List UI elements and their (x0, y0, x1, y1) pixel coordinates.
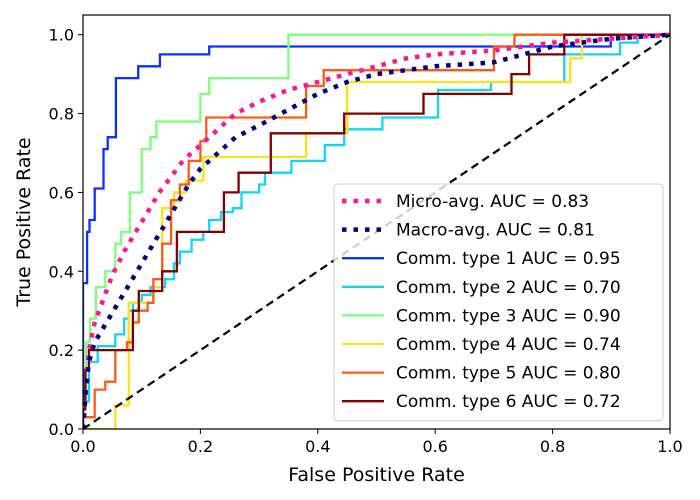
legend-label: Macro-avg. AUC = 0.81 (396, 221, 595, 241)
plot-frame (82, 14, 671, 430)
x-tick-label: 0.2 (188, 437, 213, 456)
y-axis: 0.0 0.2 0.4 0.6 0.8 1.0 (49, 26, 83, 439)
y-tick-label: 0.4 (49, 262, 74, 281)
legend-item: Comm. type 6 AUC = 0.72 (342, 392, 621, 412)
x-tick-label: 0.0 (70, 437, 95, 456)
legend-label: Comm. type 3 AUC = 0.90 (396, 306, 621, 326)
legend-label: Comm. type 6 AUC = 0.72 (396, 392, 621, 412)
legend-label: Comm. type 5 AUC = 0.80 (396, 364, 621, 384)
y-tick-label: 0.2 (49, 341, 74, 360)
legend-box (333, 183, 664, 422)
series-line-0 (83, 32, 670, 429)
x-tick-label: 0.4 (305, 437, 330, 456)
y-tick-label: 1.0 (49, 26, 74, 45)
legend-item: Comm. type 2 AUC = 0.70 (342, 278, 621, 298)
x-tick-label: 0.8 (540, 437, 565, 456)
y-tick-label: 0.8 (49, 105, 74, 124)
legend-label: Micro-avg. AUC = 0.83 (396, 192, 589, 212)
legend-label: Comm. type 1 AUC = 0.95 (396, 249, 621, 269)
x-axis-label: False Positive Rate (288, 464, 465, 486)
series-line-4 (83, 33, 670, 429)
y-tick-label: 0.6 (49, 183, 74, 202)
legend-item: Comm. type 1 AUC = 0.95 (342, 249, 621, 269)
y-axis-label: True Positive Rate (13, 137, 35, 307)
legend-item: Comm. type 5 AUC = 0.80 (342, 364, 621, 384)
legend-item: Micro-avg. AUC = 0.83 (342, 192, 589, 212)
legend-label: Comm. type 2 AUC = 0.70 (396, 278, 621, 298)
y-tick-label: 0.0 (49, 420, 74, 439)
legend-item: Macro-avg. AUC = 0.81 (342, 221, 595, 241)
legend-item: Comm. type 3 AUC = 0.90 (342, 306, 621, 326)
series-line-5 (83, 33, 670, 429)
x-tick-label: 0.6 (422, 437, 447, 456)
series-layer (83, 32, 670, 429)
series-line-2 (83, 33, 670, 429)
legend: Micro-avg. AUC = 0.83 Macro-avg. AUC = 0.… (333, 183, 664, 422)
x-tick-label: 1.0 (657, 437, 682, 456)
x-axis: 0.0 0.2 0.4 0.6 0.8 1.0 (70, 429, 683, 456)
series-line-3 (83, 33, 670, 429)
legend-label: Comm. type 4 AUC = 0.74 (396, 335, 621, 355)
series-line-7 (83, 33, 670, 429)
legend-item: Comm. type 4 AUC = 0.74 (342, 335, 621, 355)
series-line-6 (83, 33, 670, 429)
